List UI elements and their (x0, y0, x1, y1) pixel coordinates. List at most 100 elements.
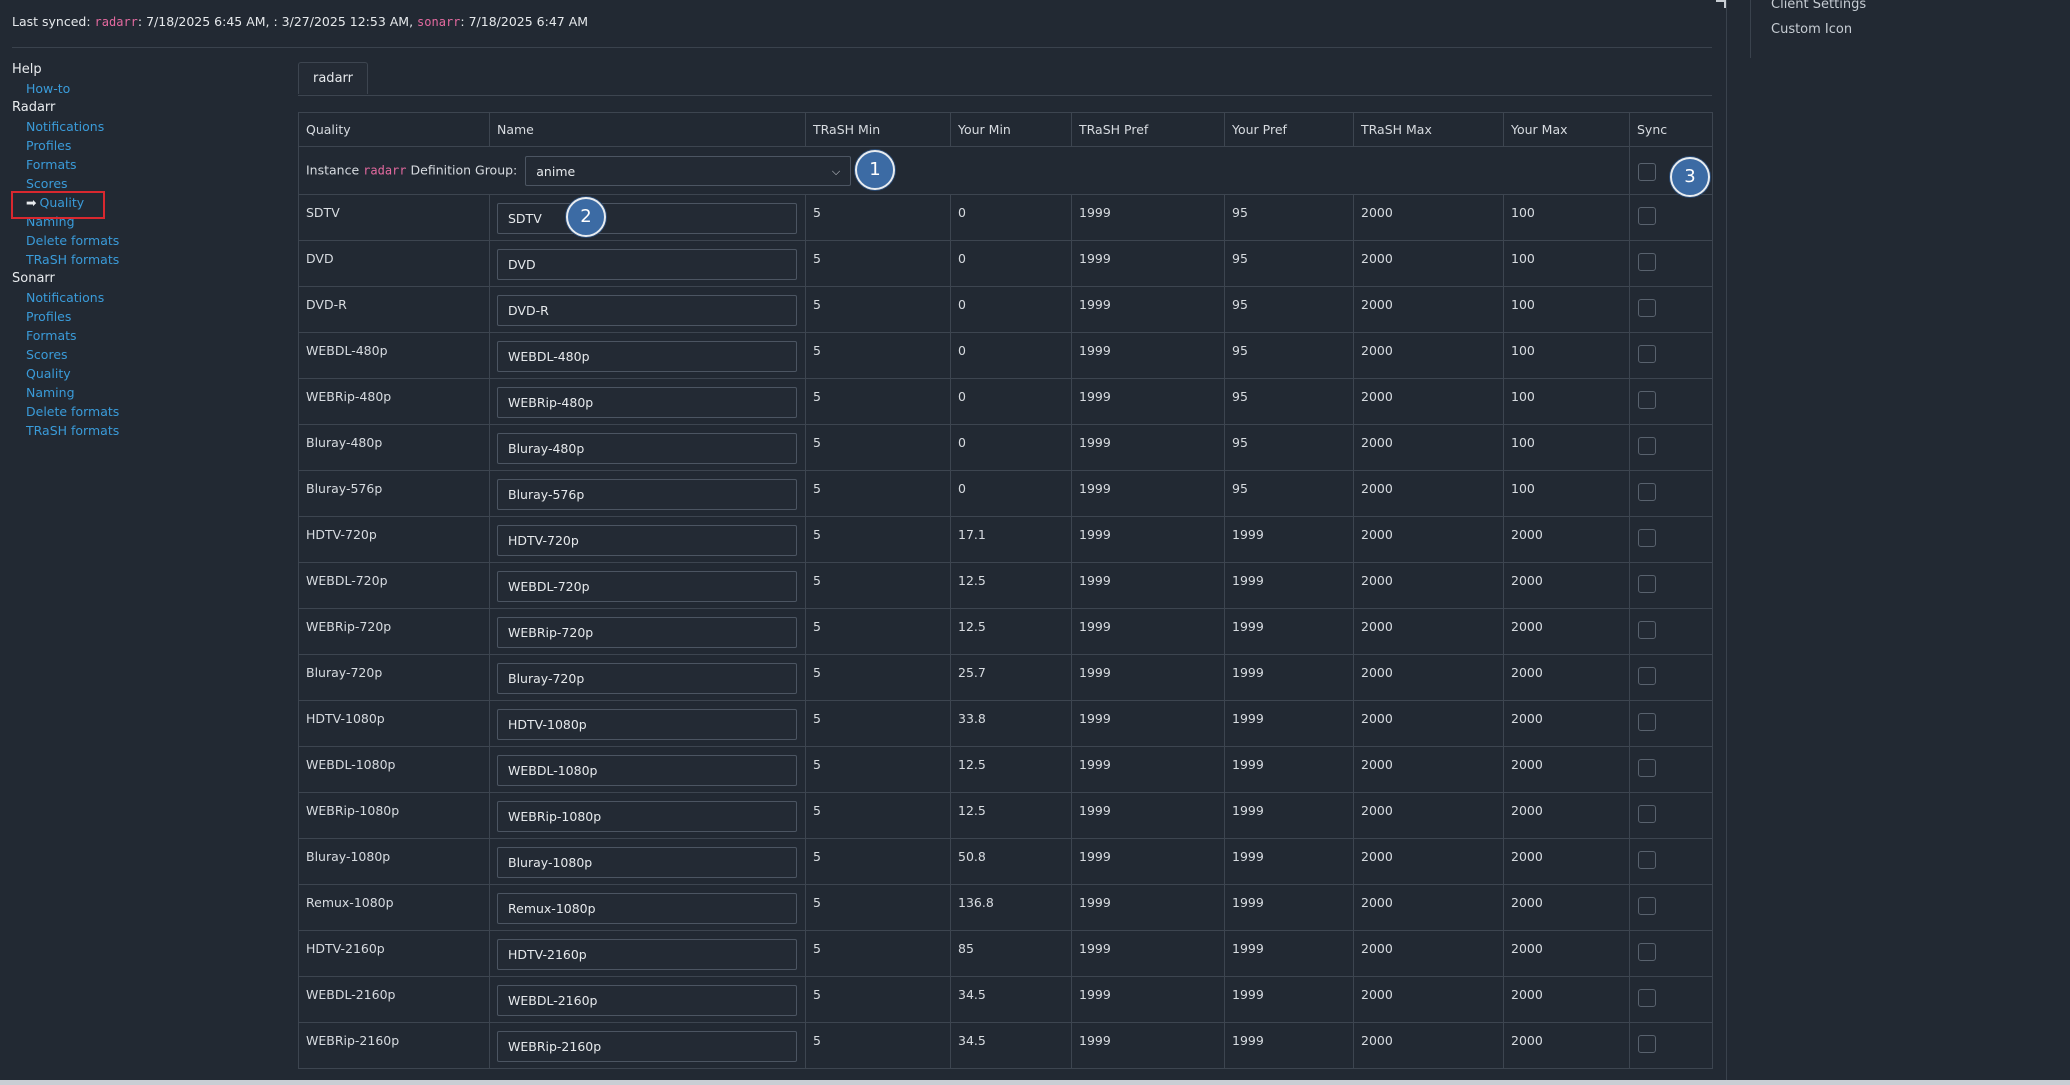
menu-item-client-settings[interactable]: Client Settings (1771, 0, 1867, 12)
nav-sonarr-profiles[interactable]: Profiles (26, 309, 72, 324)
sync-checkbox[interactable] (1638, 529, 1656, 547)
tab-radarr[interactable]: radarr (298, 62, 368, 94)
definition-group-select[interactable]: anime ⌵ (525, 155, 852, 186)
quality-name-input[interactable] (497, 801, 797, 832)
trash-min-cell: 5 (805, 332, 951, 379)
your-pref-cell: 1999 (1224, 746, 1354, 793)
sync-checkbox[interactable] (1638, 851, 1656, 869)
your-pref-cell: 1999 (1224, 976, 1354, 1023)
quality-name-input[interactable] (497, 663, 797, 694)
quality-name-input[interactable] (497, 755, 797, 786)
trash-pref-cell: 1999 (1071, 976, 1225, 1023)
sync-checkbox[interactable] (1638, 391, 1656, 409)
quality-cell: WEBDL-2160p (298, 976, 490, 1023)
name-cell (489, 792, 806, 839)
sync-checkbox[interactable] (1638, 943, 1656, 961)
name-cell (489, 654, 806, 701)
sync-checkbox[interactable] (1638, 437, 1656, 455)
sync-checkbox[interactable] (1638, 667, 1656, 685)
menu-item-custom-icon[interactable]: Custom Icon (1771, 22, 1853, 37)
horizontal-scrollbar[interactable] (0, 1080, 2070, 1085)
quality-name-input[interactable] (497, 985, 797, 1016)
quality-name-input[interactable] (497, 1031, 797, 1062)
sync-checkbox[interactable] (1638, 483, 1656, 501)
trash-max-cell: 2000 (1353, 930, 1504, 977)
quality-name-input[interactable] (497, 939, 797, 970)
quality-name-input[interactable] (497, 433, 797, 464)
sync-checkbox[interactable] (1638, 805, 1656, 823)
header-divider (12, 47, 1712, 48)
quality-name-input[interactable] (497, 709, 797, 740)
trash-min-cell: 5 (805, 378, 951, 425)
sync-checkbox[interactable] (1638, 989, 1656, 1007)
trash-max-cell: 2000 (1353, 516, 1504, 563)
radarr-sync-time: : 7/18/2025 6:45 AM, (137, 14, 270, 29)
trash-max-cell: 2000 (1353, 378, 1504, 425)
nav-sonarr-trash-formats[interactable]: TRaSH formats (26, 423, 120, 438)
trash-pref-cell: 1999 (1071, 884, 1225, 931)
sync-checkbox[interactable] (1638, 253, 1656, 271)
nav-radarr-profiles[interactable]: Profiles (26, 138, 72, 153)
sync-checkbox[interactable] (1638, 713, 1656, 731)
trash-pref-cell: 1999 (1071, 332, 1225, 379)
quality-name-input[interactable] (497, 249, 797, 280)
quality-name-input[interactable] (497, 387, 797, 418)
nav-radarr-quality-active[interactable]: ➡ Quality (11, 191, 262, 219)
quality-name-input[interactable] (497, 479, 797, 510)
quality-name-input[interactable] (497, 617, 797, 648)
quality-name-input[interactable] (497, 295, 797, 326)
quality-name-input[interactable] (497, 203, 797, 234)
trash-pref-cell: 1999 (1071, 562, 1225, 609)
your-max-cell: 2000 (1503, 608, 1630, 655)
quality-name-input[interactable] (497, 847, 797, 878)
sync-cell (1629, 976, 1713, 1023)
trash-max-cell: 2000 (1353, 424, 1504, 471)
your-min-cell: 33.8 (950, 700, 1072, 747)
sync-checkbox[interactable] (1638, 575, 1656, 593)
sync-checkbox[interactable] (1638, 1035, 1656, 1053)
definition-group-value: anime (536, 163, 576, 179)
sync-checkbox[interactable] (1638, 897, 1656, 915)
sync-cell (1629, 1022, 1713, 1069)
your-max-cell: 100 (1503, 332, 1630, 379)
sync-checkbox[interactable] (1638, 299, 1656, 317)
instance-name: radarr (363, 163, 407, 177)
nav-radarr-trash-formats[interactable]: TRaSH formats (26, 252, 120, 267)
nav-sonarr-formats[interactable]: Formats (26, 328, 77, 343)
nav-radarr-delete-formats[interactable]: Delete formats (26, 233, 120, 248)
your-pref-cell: 95 (1224, 240, 1354, 287)
sync-cell (1629, 194, 1713, 241)
quality-name-input[interactable] (497, 525, 797, 556)
nav-item-how-to[interactable]: How-to (26, 81, 71, 96)
right-panel-divider (1726, 0, 1727, 1085)
nav-sonarr-scores[interactable]: Scores (26, 347, 68, 362)
quality-name-input[interactable] (497, 571, 797, 602)
trash-min-cell: 5 (805, 516, 951, 563)
chevron-down-icon: ⌵ (831, 164, 841, 178)
nav-sonarr-quality[interactable]: Quality (26, 366, 71, 381)
sync-checkbox[interactable] (1638, 621, 1656, 639)
definition-group-row: Instance radarr Definition Group: anime … (298, 146, 1713, 195)
name-cell (489, 976, 806, 1023)
nav-sonarr-notifications[interactable]: Notifications (26, 290, 105, 305)
nav-radarr-notifications[interactable]: Notifications (26, 119, 105, 134)
quality-name-input[interactable] (497, 893, 797, 924)
nav-sonarr-naming[interactable]: Naming (26, 385, 75, 400)
nav-radarr-scores[interactable]: Scores (26, 176, 68, 191)
sync-checkbox[interactable] (1638, 345, 1656, 363)
sync-all-checkbox[interactable] (1638, 162, 1656, 181)
nav-sonarr-delete-formats[interactable]: Delete formats (26, 404, 120, 419)
nav-radarr-formats[interactable]: Formats (26, 157, 77, 172)
sync-checkbox[interactable] (1638, 207, 1656, 225)
your-min-cell: 0 (950, 240, 1072, 287)
sync-checkbox[interactable] (1638, 759, 1656, 777)
trash-pref-cell: 1999 (1071, 424, 1225, 471)
trash-min-cell: 5 (805, 884, 951, 931)
quality-name-input[interactable] (497, 341, 797, 372)
trash-pref-cell: 1999 (1071, 700, 1225, 747)
name-cell (489, 516, 806, 563)
